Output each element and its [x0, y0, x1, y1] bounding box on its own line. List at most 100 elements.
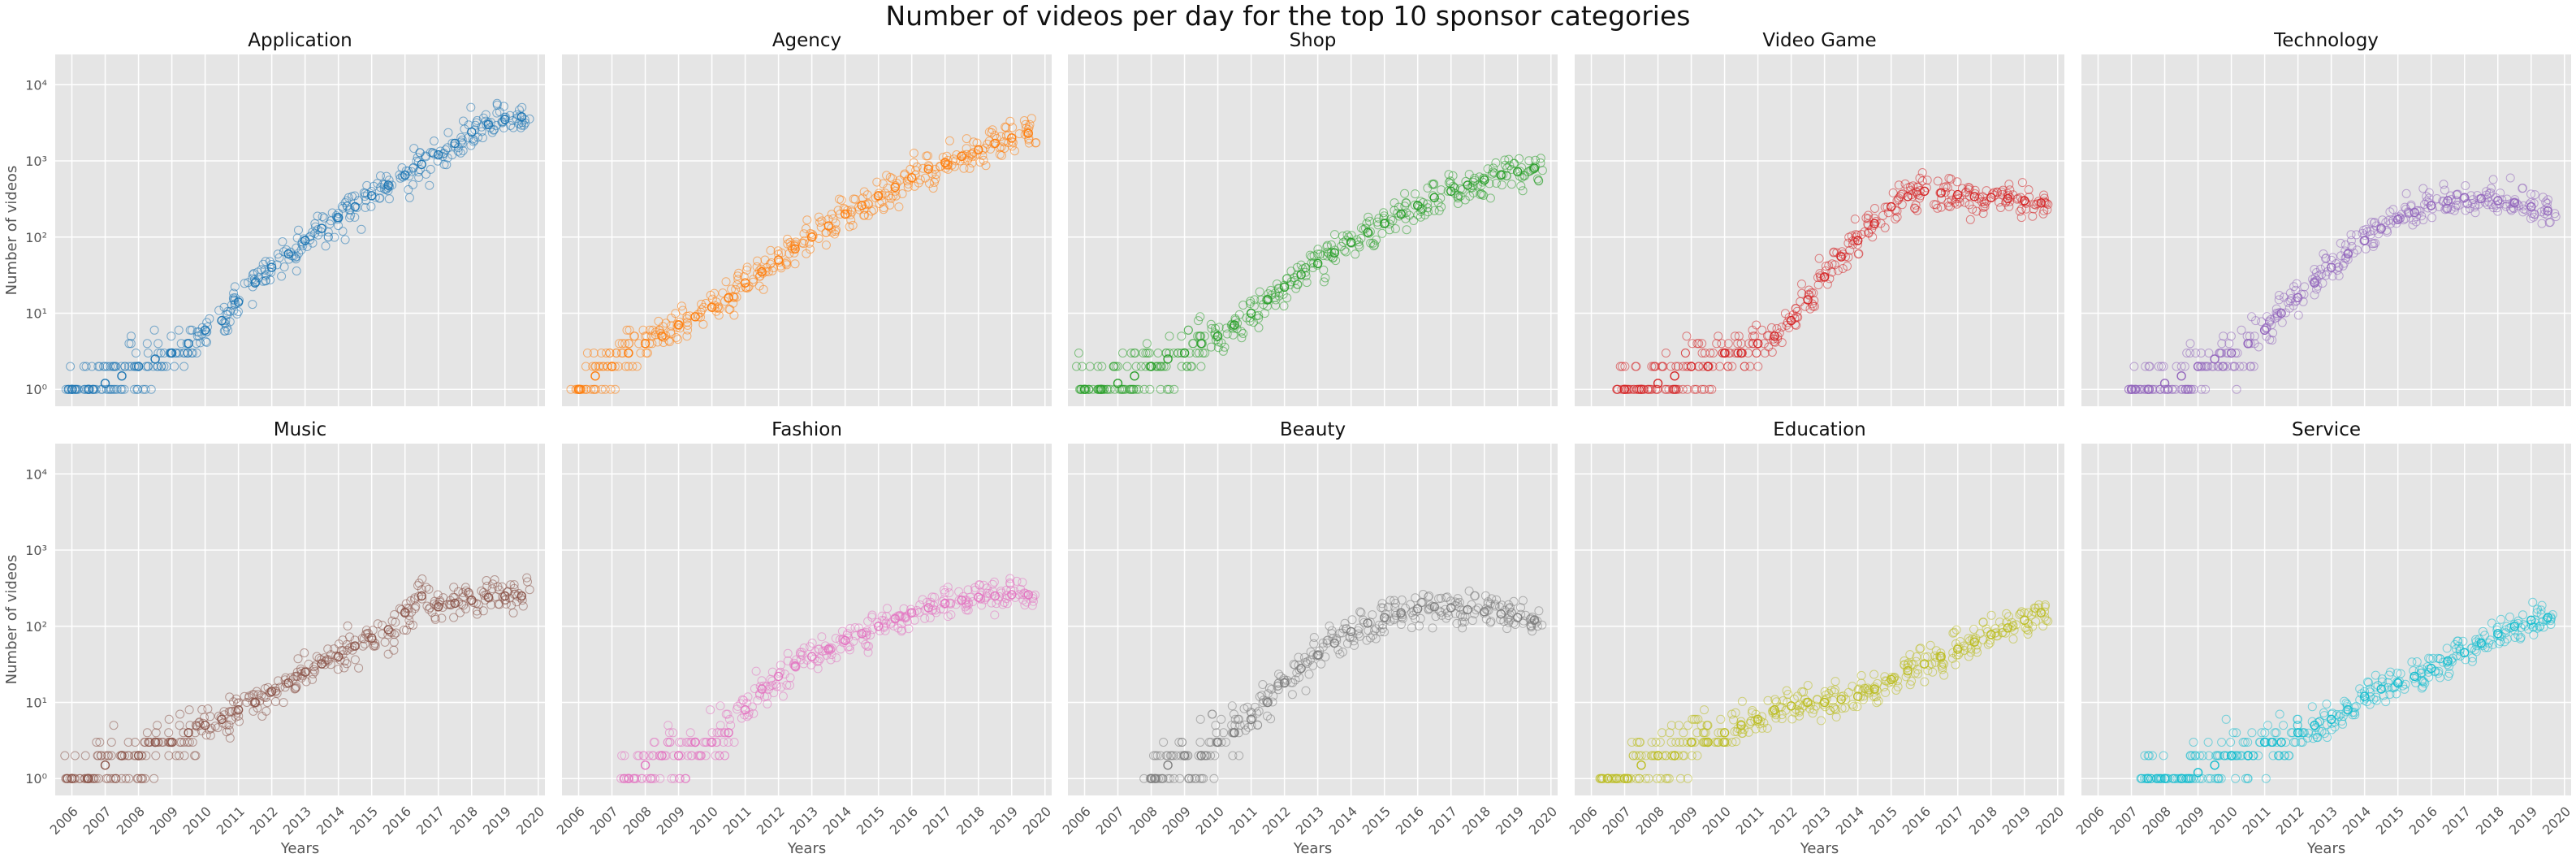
scatter-point	[1483, 164, 1493, 174]
scatter-point	[1118, 384, 1128, 394]
y-tick-label: 10¹	[25, 306, 47, 321]
scatter-point	[350, 212, 360, 222]
scatter-point	[1829, 247, 1839, 257]
scatter-point	[869, 205, 879, 214]
data-point	[1007, 133, 1017, 143]
scatter-point	[673, 335, 683, 344]
data-point	[573, 384, 584, 394]
scatter-point	[330, 232, 339, 242]
x-tick-label: 2013	[1800, 804, 1834, 838]
scatter-point	[891, 186, 900, 196]
scatter-point	[1302, 278, 1312, 288]
scatter-point	[230, 282, 240, 292]
scatter-point	[1510, 158, 1519, 168]
y-tick-label: 10²	[25, 230, 47, 245]
scatter-point	[1161, 349, 1171, 358]
scatter-point	[979, 155, 988, 165]
data-point	[1670, 371, 1679, 381]
scatter-point	[1727, 362, 1737, 371]
scatter-point	[603, 362, 612, 371]
data-point	[1736, 348, 1746, 358]
scatter-point	[1946, 174, 1956, 184]
data-point	[773, 255, 784, 265]
x-tick-label: 2012	[1260, 804, 1294, 838]
scatter-point	[1767, 323, 1776, 332]
x-axis-label: Years	[1800, 840, 1839, 857]
scatter-point	[1356, 233, 1366, 243]
scatter-point	[382, 171, 391, 181]
scatter-point	[357, 224, 366, 234]
scatter-point	[1845, 245, 1855, 255]
scatter-point	[831, 227, 841, 236]
scatter-point	[1260, 309, 1269, 318]
scatter-point	[872, 177, 882, 187]
scatter-point	[512, 114, 521, 124]
scatter-point	[612, 349, 621, 358]
scatter-point	[1313, 249, 1323, 259]
scatter-point	[1814, 254, 1824, 263]
scatter-point	[292, 266, 301, 275]
scatter-point	[1455, 191, 1465, 201]
scatter-point	[159, 362, 169, 371]
figure-title: Number of videos per day for the top 10 …	[885, 0, 1691, 32]
scatter-point	[602, 349, 611, 358]
scatter-point	[127, 362, 136, 371]
scatter-point	[600, 384, 610, 394]
scatter-point	[1476, 189, 1485, 199]
scatter-point	[366, 202, 376, 211]
scatter-point	[663, 336, 673, 345]
scatter-point	[728, 298, 738, 308]
scatter-point	[579, 384, 589, 394]
data-point	[740, 278, 750, 288]
scatter-point	[628, 362, 638, 371]
scatter-point	[192, 349, 201, 358]
data-point	[1753, 339, 1763, 349]
data-point	[467, 127, 477, 137]
scatter-point	[456, 137, 466, 147]
scatter-point	[1705, 384, 1714, 394]
scatter-point	[1915, 173, 1925, 183]
x-tick-label: 2014	[1833, 804, 1867, 838]
scatter-point	[1489, 168, 1499, 178]
scatter-point	[1428, 191, 1437, 201]
scatter-point	[1390, 198, 1399, 208]
scatter-point	[119, 384, 129, 394]
scatter-point	[131, 349, 140, 358]
scatter-point	[1477, 189, 1487, 199]
scatter-point	[965, 163, 975, 173]
scatter-point	[1342, 230, 1352, 240]
scatter-point	[520, 115, 529, 124]
x-tick-label: 2012	[2273, 804, 2307, 838]
scatter-point	[1195, 349, 1204, 358]
scatter-point	[1194, 316, 1203, 326]
scatter-point	[625, 325, 634, 335]
data-point	[250, 278, 260, 288]
scatter-point	[1296, 260, 1306, 270]
scatter-point	[1386, 214, 1395, 224]
data-point	[1719, 348, 1730, 358]
scatter-point	[214, 306, 224, 315]
scatter-point	[1498, 180, 1506, 190]
scatter-point	[443, 143, 452, 153]
scatter-point	[659, 338, 668, 347]
scatter-point	[130, 384, 140, 394]
scatter-point	[1182, 362, 1191, 371]
scatter-point	[1797, 280, 1806, 289]
x-tick-label: 2006	[1060, 804, 1094, 838]
scatter-point	[1279, 301, 1289, 311]
scatter-point	[273, 249, 283, 259]
scatter-point	[1340, 245, 1350, 255]
data-point	[990, 138, 1001, 149]
scatter-point	[1001, 131, 1011, 141]
scatter-point	[648, 325, 658, 335]
scatter-point	[176, 339, 186, 349]
scatter-point	[1647, 362, 1657, 371]
data-point	[1396, 209, 1406, 219]
scatter-point	[222, 323, 231, 332]
scatter-point	[413, 167, 423, 177]
scatter-point	[345, 213, 354, 223]
scatter-point	[1307, 258, 1316, 268]
scatter-point	[311, 222, 320, 232]
scatter-point	[1142, 339, 1152, 349]
scatter-point	[1882, 202, 1892, 212]
